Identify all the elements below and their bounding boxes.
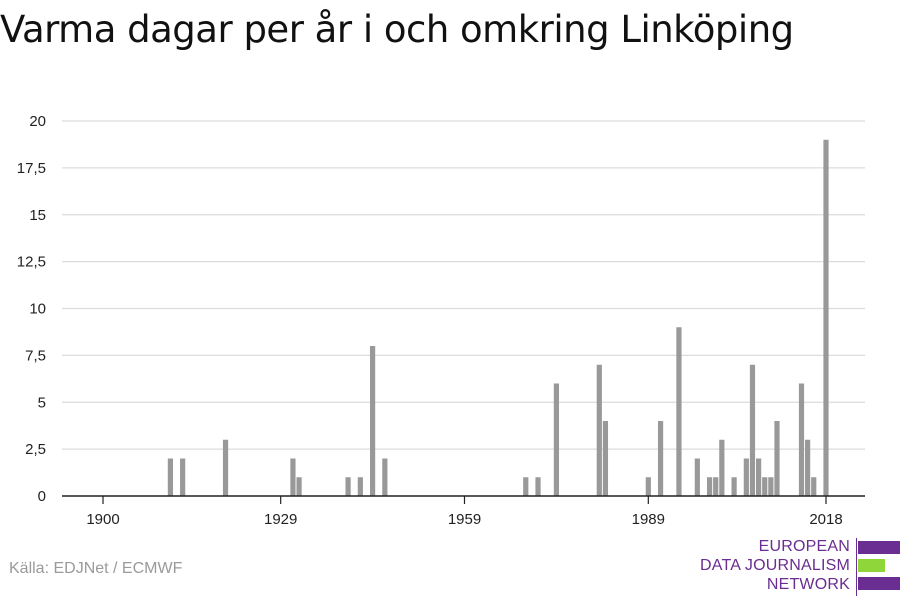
bar-1931	[290, 458, 296, 496]
bar-1944	[369, 346, 376, 496]
logo-line-1: EUROPEAN	[758, 538, 850, 555]
x-tick-label: 1929	[264, 511, 297, 528]
bar-2007	[756, 458, 762, 496]
bar-2000	[713, 477, 719, 496]
bar-2005	[743, 458, 749, 496]
x-tick-label: 1900	[86, 511, 119, 528]
bar-1974	[553, 383, 560, 496]
logo-line-3: NETWORK	[766, 576, 850, 593]
y-tick-label: 2,5	[25, 441, 46, 458]
y-tick-label: 17,5	[17, 160, 46, 177]
bar-2009	[768, 477, 774, 496]
bar-1982	[602, 421, 609, 496]
logo-line-2: DATA JOURNALISM	[700, 557, 850, 574]
bar-1946	[382, 458, 388, 496]
bar-1932	[296, 477, 302, 496]
y-tick-label: 20	[29, 113, 46, 130]
bar-1994	[676, 327, 682, 496]
bar-1989	[645, 477, 651, 496]
bar-1981	[596, 364, 602, 496]
bar-2015	[805, 439, 811, 496]
bar-1999	[706, 477, 713, 496]
bar-1991	[657, 421, 664, 496]
logo-bar-purple-top	[858, 541, 900, 554]
y-tick-label: 15	[29, 207, 46, 224]
bar-1920	[222, 439, 229, 496]
bar-1997	[694, 458, 700, 496]
bar-2010	[774, 421, 780, 496]
y-tick-label: 10	[29, 301, 46, 318]
chart-title: Varma dagar per år i och omkring Linköpi…	[0, 8, 794, 51]
y-tick-label: 12,5	[17, 254, 46, 271]
x-tick-label: 1959	[448, 511, 481, 528]
bar-1940	[345, 477, 351, 496]
bar-2016	[811, 477, 817, 496]
bar-2008	[762, 477, 768, 496]
y-tick-label: 0	[38, 488, 46, 505]
bar-1911	[167, 458, 173, 496]
logo-bar-green	[858, 559, 885, 572]
bar-1969	[523, 477, 529, 496]
bar-2001	[719, 439, 725, 496]
bar-1913	[180, 458, 186, 496]
y-tick-label: 7,5	[25, 347, 46, 364]
logo-rule	[856, 538, 857, 596]
bar-2018	[823, 139, 829, 496]
bar-2014	[798, 383, 805, 496]
x-tick-label: 1989	[632, 511, 665, 528]
logo-bar-purple-bottom	[858, 577, 900, 590]
edjnet-logo: EUROPEAN DATA JOURNALISM NETWORK	[700, 538, 900, 596]
bar-1942	[357, 477, 363, 496]
bar-2003	[731, 477, 737, 496]
source-note: Källa: EDJNet / ECMWF	[9, 560, 183, 577]
y-tick-label: 5	[38, 394, 46, 411]
bar-2006	[749, 364, 756, 496]
bar-1971	[535, 477, 541, 496]
x-tick-label: 2018	[809, 511, 842, 528]
